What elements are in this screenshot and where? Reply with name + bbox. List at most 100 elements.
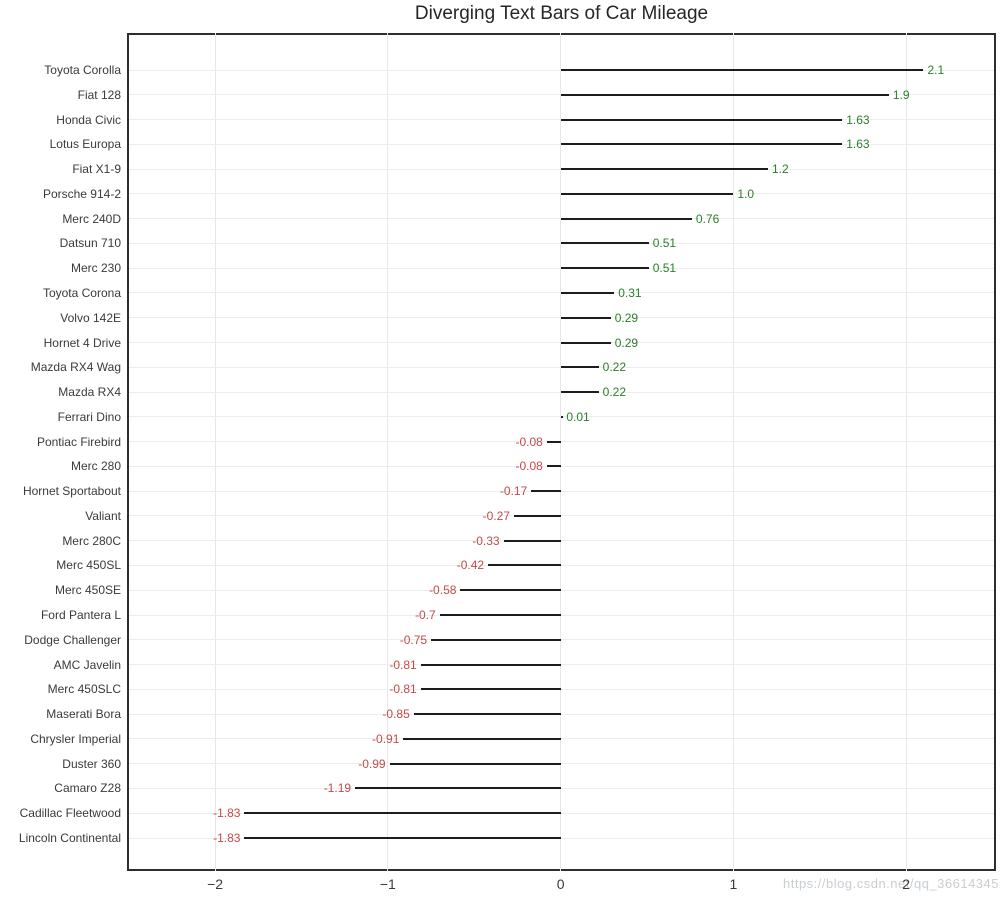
y-gridline — [129, 664, 994, 666]
category-label: Valiant — [85, 508, 121, 523]
bar-line — [560, 69, 924, 71]
bar-line — [403, 737, 561, 740]
bar-line — [560, 341, 611, 344]
value-label: -0.85 — [382, 707, 410, 722]
value-label: -0.81 — [389, 657, 417, 672]
category-label: Ferrari Dino — [57, 409, 121, 424]
category-label: Porsche 914-2 — [42, 186, 121, 201]
value-label: -0.58 — [429, 583, 457, 598]
y-gridline — [129, 515, 994, 517]
x-tick-label: −2 — [207, 876, 224, 892]
bar-line — [488, 564, 561, 567]
y-gridline — [129, 763, 994, 765]
x-gridline — [732, 33, 734, 871]
category-label: Mazda RX4 — [58, 385, 121, 400]
category-label: Merc 280 — [70, 459, 121, 474]
bar-line — [244, 837, 561, 839]
y-gridline — [129, 589, 994, 591]
bar-line — [560, 291, 615, 294]
x-tick-label: 0 — [556, 876, 565, 892]
x-tick-label: 1 — [729, 876, 738, 892]
value-label: 0.29 — [614, 310, 639, 325]
chart-title: Diverging Text Bars of Car Mileage — [414, 3, 709, 24]
category-label: Merc 240D — [62, 211, 121, 226]
bar-line — [560, 168, 768, 171]
y-gridline — [129, 540, 994, 542]
value-label: -0.81 — [389, 682, 417, 697]
bar-line — [420, 688, 561, 691]
bar-line — [560, 366, 599, 369]
y-gridline — [129, 614, 994, 616]
y-gridline — [129, 688, 994, 690]
category-label: Honda Civic — [56, 112, 121, 127]
value-label: 1.9 — [892, 87, 910, 102]
value-label: 0.76 — [695, 211, 720, 226]
value-label: -1.83 — [213, 831, 241, 845]
category-label: Mazda RX4 Wag — [30, 360, 121, 375]
category-label: Hornet 4 Drive — [43, 335, 121, 350]
bar-line — [560, 267, 649, 270]
y-gridline — [129, 465, 994, 467]
bar-line — [560, 143, 843, 146]
value-label: 0.29 — [614, 335, 639, 350]
bar-line — [413, 713, 561, 716]
category-label: Merc 450SL — [56, 558, 121, 573]
y-gridline — [129, 639, 994, 641]
x-gridline — [560, 33, 562, 871]
bar-line — [244, 812, 561, 815]
x-gridline — [905, 33, 907, 871]
category-label: Hornet Sportabout — [22, 484, 121, 499]
category-label: Maserati Bora — [46, 707, 121, 722]
x-tick-label: −1 — [379, 876, 396, 892]
category-label: Lincoln Continental — [18, 831, 121, 845]
value-label: -0.33 — [472, 533, 500, 548]
bar-line — [560, 192, 734, 195]
category-label: Chrysler Imperial — [30, 731, 121, 746]
category-label: AMC Javelin — [53, 657, 121, 672]
category-label: Camaro Z28 — [54, 781, 121, 796]
x-gridline — [214, 33, 216, 871]
value-label: -1.19 — [323, 781, 352, 796]
category-label: Dodge Challenger — [24, 632, 121, 647]
y-gridline — [129, 564, 994, 566]
value-label: 0.22 — [602, 360, 626, 375]
x-gridline — [387, 33, 389, 871]
bar-line — [531, 490, 561, 493]
value-label: 1.63 — [846, 137, 870, 152]
value-label: -0.42 — [456, 558, 485, 573]
category-label: Datsun 710 — [59, 236, 121, 251]
y-gridline — [129, 837, 994, 839]
category-label: Fiat X1-9 — [72, 162, 121, 177]
watermark-url: https://blog.csdn.net/qq_36614345 — [783, 876, 999, 891]
bar-line — [560, 118, 843, 121]
bar-line — [560, 415, 563, 418]
category-label: Ford Pantera L — [40, 608, 121, 623]
bar-line — [439, 614, 561, 617]
value-label: 1.2 — [771, 162, 789, 177]
value-label: -1.83 — [213, 806, 241, 821]
bar-line — [546, 440, 561, 443]
bar-line — [560, 93, 889, 96]
bar-line — [389, 762, 561, 765]
y-gridline — [129, 713, 994, 715]
category-label: Duster 360 — [62, 756, 121, 771]
x-tick-label: 2 — [902, 876, 911, 892]
value-label: -0.27 — [482, 508, 510, 523]
value-label: 0.01 — [566, 409, 590, 424]
value-label: -0.17 — [499, 484, 528, 499]
value-label: 1.63 — [846, 112, 870, 127]
category-label: Lotus Europa — [49, 137, 121, 152]
y-gridline — [129, 738, 994, 740]
bar-line — [560, 242, 649, 245]
bar-line — [513, 514, 561, 517]
value-label: -0.99 — [358, 756, 386, 771]
bar-line — [546, 465, 561, 468]
value-label: 0.51 — [652, 236, 677, 251]
category-label: Volvo 142E — [60, 310, 121, 325]
bar-line — [560, 316, 611, 319]
category-label: Toyota Corona — [42, 285, 121, 300]
plot-area — [127, 33, 996, 871]
value-label: 0.51 — [652, 261, 677, 276]
value-label: -0.08 — [515, 459, 543, 474]
